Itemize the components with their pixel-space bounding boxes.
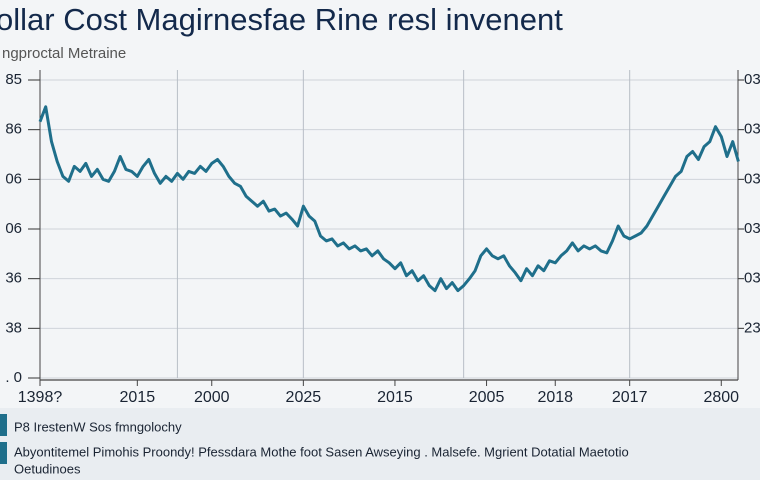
- y-tick-label: 38: [5, 319, 22, 336]
- y-tick-label: 06: [5, 220, 22, 237]
- x-tick-label: 2800: [703, 389, 739, 406]
- x-tick-label: 2025: [286, 389, 322, 406]
- chart-title: ollar Cost Magirnesfae Rine resl invenen…: [0, 2, 563, 37]
- y2-tick-label: 03: [744, 121, 760, 138]
- x-tick-label: 2005: [469, 389, 505, 406]
- y-tick-label: . 0: [5, 369, 22, 386]
- footer-note: Abyontitemel Pimohis Proondy! Pfessdara …: [14, 444, 629, 459]
- y2-tick-label: 03: [744, 220, 760, 237]
- footer-marker: [0, 414, 7, 436]
- y-tick-label: 36: [5, 270, 22, 287]
- footer: [0, 408, 760, 480]
- y2-tick-label: 23: [744, 319, 760, 336]
- chart-subtitle: ngproctal Metraine: [2, 45, 126, 62]
- y2-tick-label: 03: [744, 71, 760, 88]
- y-tick-label: 85: [5, 71, 22, 88]
- y2-tick-label: 03: [744, 270, 760, 287]
- x-tick-label: 2017: [612, 389, 648, 406]
- footer-note: Oetudinoes: [14, 461, 81, 476]
- y-tick-label: 06: [5, 170, 22, 187]
- footer-note: P8 IrestenW Sos fmngolochy: [14, 419, 182, 434]
- line: [38, 105, 740, 293]
- x-tick-label: 2018: [537, 389, 573, 406]
- y2-tick-label: 03: [744, 170, 760, 187]
- x-tick-label: 1398?: [18, 389, 63, 406]
- x-tick-label: 2015: [120, 389, 156, 406]
- footer-marker: [0, 442, 7, 464]
- y-tick-label: 86: [5, 121, 22, 138]
- x-tick-label: 2000: [194, 389, 230, 406]
- x-tick-label: 2015: [377, 389, 413, 406]
